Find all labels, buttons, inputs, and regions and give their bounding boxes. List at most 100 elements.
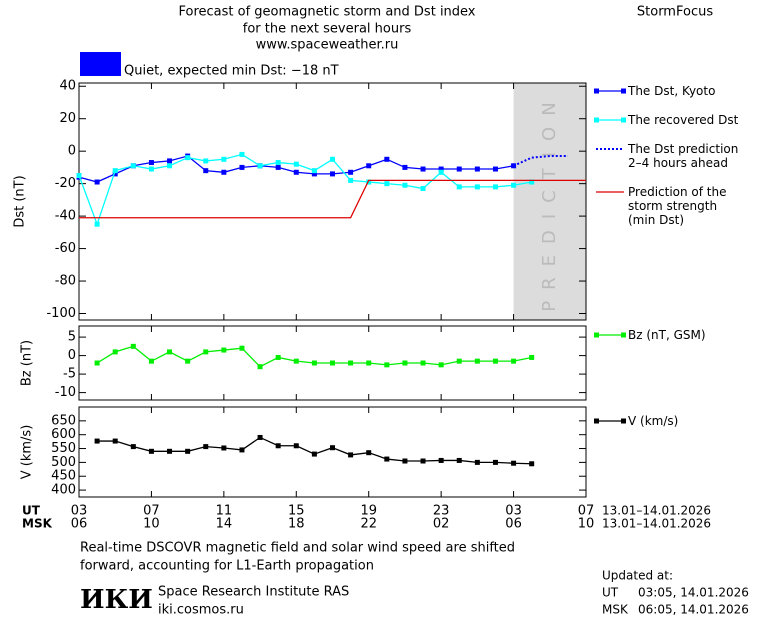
legend-label: The Dst prediction 2–4 hours ahead bbox=[628, 142, 739, 170]
title: Forecast of geomagnetic storm and Dst in… bbox=[178, 5, 475, 20]
data-point bbox=[492, 358, 498, 364]
data-point bbox=[474, 166, 480, 172]
legend-label: Prediction of the storm strength (min Ds… bbox=[628, 185, 727, 227]
data-point bbox=[148, 160, 154, 166]
data-point bbox=[420, 166, 426, 172]
data-point bbox=[348, 452, 354, 458]
legend-marker bbox=[594, 117, 599, 123]
legend-label: The Dst, Kyoto bbox=[628, 84, 716, 98]
data-point bbox=[94, 179, 100, 185]
x2-tick-label: 06 bbox=[505, 517, 522, 532]
data-point bbox=[366, 163, 372, 169]
data-point bbox=[167, 158, 173, 164]
data-point bbox=[167, 448, 173, 454]
subtitle: for the next several hours bbox=[243, 22, 412, 37]
x2-axis-label: MSK bbox=[22, 517, 53, 531]
data-point bbox=[112, 171, 118, 177]
data-point bbox=[511, 460, 517, 466]
y-axis-label: V (km/s) bbox=[20, 425, 35, 480]
series-line bbox=[78, 153, 532, 227]
data-point bbox=[456, 184, 462, 190]
data-point bbox=[384, 156, 390, 162]
legend-marker bbox=[594, 88, 599, 94]
data-point bbox=[438, 362, 444, 368]
data-point bbox=[402, 458, 408, 464]
data-point bbox=[203, 168, 209, 174]
data-point bbox=[293, 169, 299, 175]
x-tick-label: 11 bbox=[216, 504, 233, 519]
status-color bbox=[80, 52, 121, 76]
data-point bbox=[402, 360, 408, 366]
x-tick-label: 19 bbox=[360, 504, 377, 519]
data-point bbox=[311, 168, 317, 174]
x2-tick-label: 14 bbox=[216, 517, 233, 532]
y-tick-label: -10 bbox=[55, 385, 76, 400]
data-point bbox=[239, 151, 245, 157]
data-point bbox=[348, 360, 354, 366]
data-point bbox=[492, 184, 498, 190]
data-point bbox=[474, 358, 480, 364]
data-point bbox=[130, 163, 136, 169]
data-point bbox=[130, 343, 136, 349]
data-point bbox=[203, 444, 209, 450]
data-point bbox=[330, 445, 335, 451]
data-point bbox=[474, 459, 480, 465]
y-tick-label: 500 bbox=[51, 455, 76, 470]
legend-label: The recovered Dst bbox=[628, 113, 739, 127]
data-point bbox=[275, 164, 281, 170]
data-point bbox=[112, 349, 118, 355]
data-point bbox=[330, 360, 335, 366]
y-tick-label: -20 bbox=[55, 176, 76, 191]
x-tick-label: 03 bbox=[71, 504, 88, 519]
data-point bbox=[420, 360, 426, 366]
data-point bbox=[384, 456, 390, 462]
series-line bbox=[79, 179, 586, 219]
data-point bbox=[348, 169, 354, 175]
x-tick-label: 15 bbox=[288, 504, 305, 519]
data-point bbox=[384, 181, 390, 187]
legend-marker bbox=[621, 332, 626, 338]
data-point bbox=[185, 155, 191, 161]
data-point bbox=[438, 457, 444, 463]
x2-tick-label: 10 bbox=[578, 517, 595, 532]
data-point bbox=[239, 164, 245, 170]
logo: ИКИ bbox=[80, 585, 153, 615]
legend-label: V (km/s) bbox=[628, 414, 679, 428]
data-point bbox=[456, 457, 462, 463]
updated-msk-label: MSK bbox=[602, 603, 629, 617]
data-point bbox=[148, 358, 154, 364]
y-tick-label: 400 bbox=[51, 483, 76, 498]
brand: StormFocus bbox=[637, 5, 713, 20]
data-point bbox=[438, 169, 444, 175]
data-point bbox=[203, 349, 209, 355]
x2-tick-label: 02 bbox=[433, 517, 450, 532]
data-point bbox=[293, 358, 299, 364]
note: forward, accounting for L1-Earth propaga… bbox=[80, 559, 374, 574]
data-point bbox=[94, 360, 100, 366]
data-point bbox=[167, 163, 173, 169]
y-axis-label: Dst (nT) bbox=[13, 175, 28, 227]
data-point bbox=[492, 166, 498, 172]
data-point bbox=[311, 360, 317, 366]
institute: Space Research Institute RAS bbox=[158, 585, 349, 600]
x2-tick-label: 06 bbox=[71, 517, 88, 532]
data-point bbox=[529, 461, 535, 467]
x-tick-label: 07 bbox=[578, 504, 595, 519]
legend-marker bbox=[594, 418, 599, 424]
data-point bbox=[167, 349, 173, 355]
updated-label: Updated at: bbox=[602, 569, 673, 583]
plot-frame bbox=[78, 82, 587, 321]
data-point bbox=[239, 345, 245, 351]
y-tick-label: 650 bbox=[51, 413, 76, 428]
y-tick-label: -5 bbox=[63, 367, 76, 382]
data-point bbox=[185, 448, 191, 454]
data-point bbox=[257, 364, 263, 370]
data-point bbox=[148, 166, 154, 172]
legend-marker bbox=[594, 332, 599, 338]
updated-msk: 06:05, 14.01.2026 bbox=[638, 603, 749, 617]
y-tick-label: 550 bbox=[51, 441, 76, 456]
data-point bbox=[275, 354, 281, 360]
data-point bbox=[402, 164, 408, 170]
data-point bbox=[275, 160, 281, 166]
